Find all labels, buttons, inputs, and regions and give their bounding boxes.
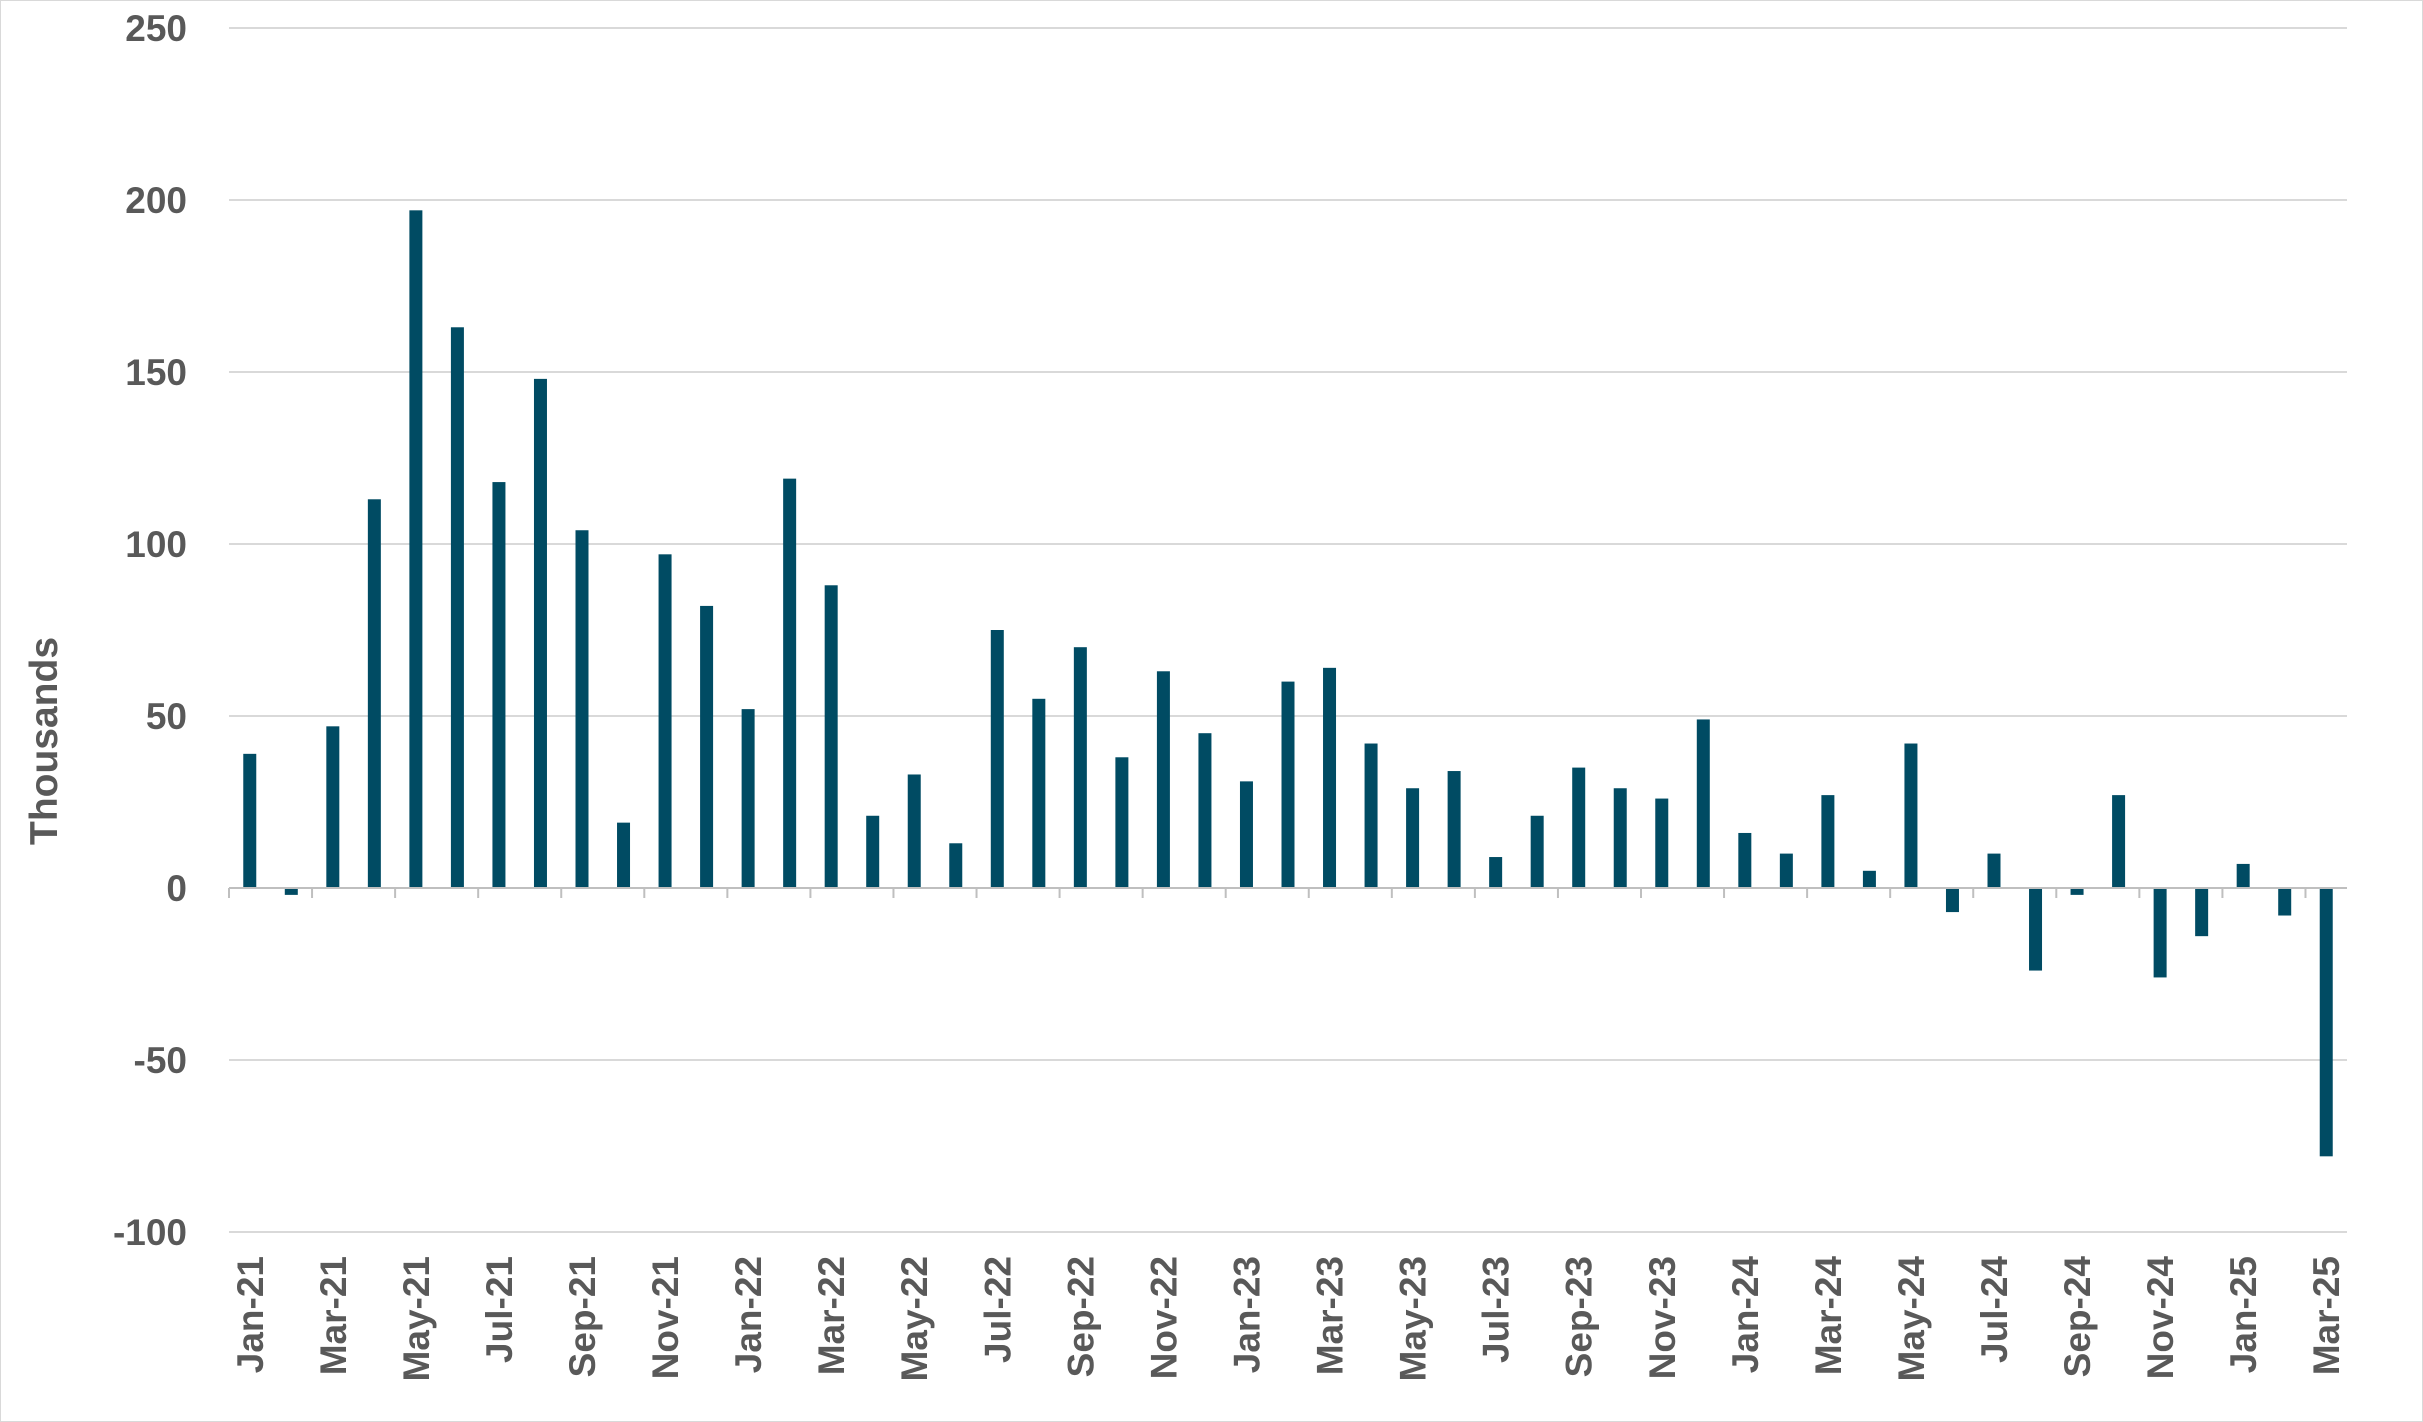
bar-apr-21 bbox=[367, 499, 381, 888]
x-axis bbox=[228, 887, 2347, 898]
bar-may-24 bbox=[1904, 743, 1918, 888]
bar-nov-22 bbox=[1156, 671, 1170, 888]
x-tick-label: Mar-21 bbox=[313, 1256, 354, 1375]
bar-may-22 bbox=[907, 774, 921, 888]
bar-sep-21 bbox=[575, 530, 589, 888]
bar-jan-21 bbox=[243, 753, 257, 888]
bars bbox=[243, 210, 2333, 1157]
bar-aug-23 bbox=[1530, 815, 1544, 888]
bar-oct-22 bbox=[1115, 757, 1129, 888]
x-tick-label: Mar-22 bbox=[811, 1256, 852, 1375]
x-tick-label: May-23 bbox=[1393, 1256, 1434, 1381]
bar-sep-24 bbox=[2070, 888, 2084, 895]
x-axis-tick-labels: Jan-21 Mar-21 May-21 Jul-21 Sep-21 Nov-21 Jan-… bbox=[230, 1256, 2347, 1382]
bar-feb-24 bbox=[1779, 853, 1793, 888]
x-tick-label: Jan-22 bbox=[728, 1256, 769, 1373]
bar-dec-21 bbox=[700, 605, 714, 888]
bar-jun-23 bbox=[1447, 771, 1461, 888]
bar-aug-24 bbox=[2029, 888, 2043, 971]
bar-jun-21 bbox=[450, 327, 464, 888]
x-tick-label: Jan-24 bbox=[1725, 1256, 1766, 1374]
bar-mar-24 bbox=[1821, 795, 1835, 888]
bar-feb-25 bbox=[2278, 888, 2292, 916]
bar-jul-23 bbox=[1489, 857, 1503, 888]
x-tick-label: Jan-21 bbox=[230, 1256, 271, 1373]
x-tick-label: Nov-23 bbox=[1642, 1256, 1683, 1379]
bar-oct-21 bbox=[617, 822, 631, 888]
bar-jul-21 bbox=[492, 482, 506, 888]
bar-dec-23 bbox=[1696, 719, 1710, 888]
x-tick-label: Jul-24 bbox=[1974, 1256, 2015, 1363]
bar-mar-25 bbox=[2319, 888, 2333, 1157]
x-tick-label: Jan-25 bbox=[2223, 1256, 2264, 1373]
x-tick-label: Jul-21 bbox=[479, 1256, 520, 1363]
bar-jan-22 bbox=[741, 709, 755, 888]
x-tick-label: Mar-25 bbox=[2306, 1256, 2347, 1375]
bar-feb-21 bbox=[284, 888, 298, 895]
x-tick-label: Jul-22 bbox=[977, 1256, 1018, 1363]
x-tick-label: May-22 bbox=[894, 1256, 935, 1381]
x-tick-label: May-24 bbox=[1891, 1256, 1932, 1382]
bar-jan-24 bbox=[1738, 832, 1752, 888]
y-tick-label: 50 bbox=[146, 696, 187, 737]
bar-may-23 bbox=[1406, 788, 1420, 888]
bar-nov-24 bbox=[2153, 888, 2167, 978]
bar-apr-22 bbox=[866, 815, 880, 888]
bar-apr-24 bbox=[1862, 870, 1876, 888]
bar-dec-24 bbox=[2195, 888, 2209, 937]
x-tick-label: Sep-22 bbox=[1060, 1256, 1101, 1377]
bar-jan-23 bbox=[1239, 781, 1253, 888]
x-tick-label: Sep-21 bbox=[562, 1256, 603, 1377]
bar-sep-23 bbox=[1572, 767, 1586, 888]
y-tick-label: -50 bbox=[134, 1040, 187, 1081]
x-tick-label: Nov-22 bbox=[1143, 1256, 1184, 1379]
bar-jan-25 bbox=[2236, 863, 2250, 888]
bar-jul-22 bbox=[990, 630, 1004, 888]
x-tick-label: Mar-24 bbox=[1808, 1256, 1849, 1376]
bar-feb-23 bbox=[1281, 681, 1295, 888]
x-tick-label: May-21 bbox=[396, 1256, 437, 1381]
bar-dec-22 bbox=[1198, 733, 1212, 888]
bar-feb-22 bbox=[783, 478, 797, 888]
bar-apr-23 bbox=[1364, 743, 1378, 888]
x-tick-label: Nov-21 bbox=[645, 1256, 686, 1379]
x-tick-label: Jul-23 bbox=[1476, 1256, 1517, 1363]
bar-sep-22 bbox=[1073, 647, 1087, 888]
bar-mar-22 bbox=[824, 585, 838, 888]
x-tick-label: Nov-24 bbox=[2140, 1256, 2181, 1380]
bar-nov-21 bbox=[658, 554, 672, 888]
bar-may-21 bbox=[409, 210, 423, 888]
bar-jun-22 bbox=[949, 843, 963, 888]
bar-aug-21 bbox=[533, 378, 547, 888]
y-tick-label: 0 bbox=[166, 868, 187, 909]
bar-jun-24 bbox=[1945, 888, 1959, 913]
y-axis-title: Thousands bbox=[23, 637, 66, 845]
bar-mar-23 bbox=[1323, 667, 1337, 888]
bar-mar-21 bbox=[326, 726, 340, 888]
x-tick-label: Mar-23 bbox=[1310, 1256, 1351, 1375]
y-tick-label: -100 bbox=[113, 1212, 187, 1253]
bar-nov-23 bbox=[1655, 798, 1669, 888]
y-tick-label: 100 bbox=[125, 524, 187, 565]
bar-oct-24 bbox=[2112, 795, 2126, 888]
x-tick-label: Sep-24 bbox=[2057, 1256, 2098, 1378]
y-tick-label: 200 bbox=[125, 180, 187, 221]
bar-oct-23 bbox=[1613, 788, 1627, 888]
x-tick-label: Jan-23 bbox=[1226, 1256, 1267, 1373]
y-axis-tick-labels: 250 200 150 100 50 0 -50 -100 bbox=[113, 8, 187, 1253]
x-tick-label: Sep-23 bbox=[1559, 1256, 1600, 1377]
bar-jul-24 bbox=[1987, 853, 2001, 888]
bar-aug-22 bbox=[1032, 698, 1046, 888]
y-tick-label: 150 bbox=[125, 352, 187, 393]
y-tick-label: 250 bbox=[125, 8, 187, 49]
